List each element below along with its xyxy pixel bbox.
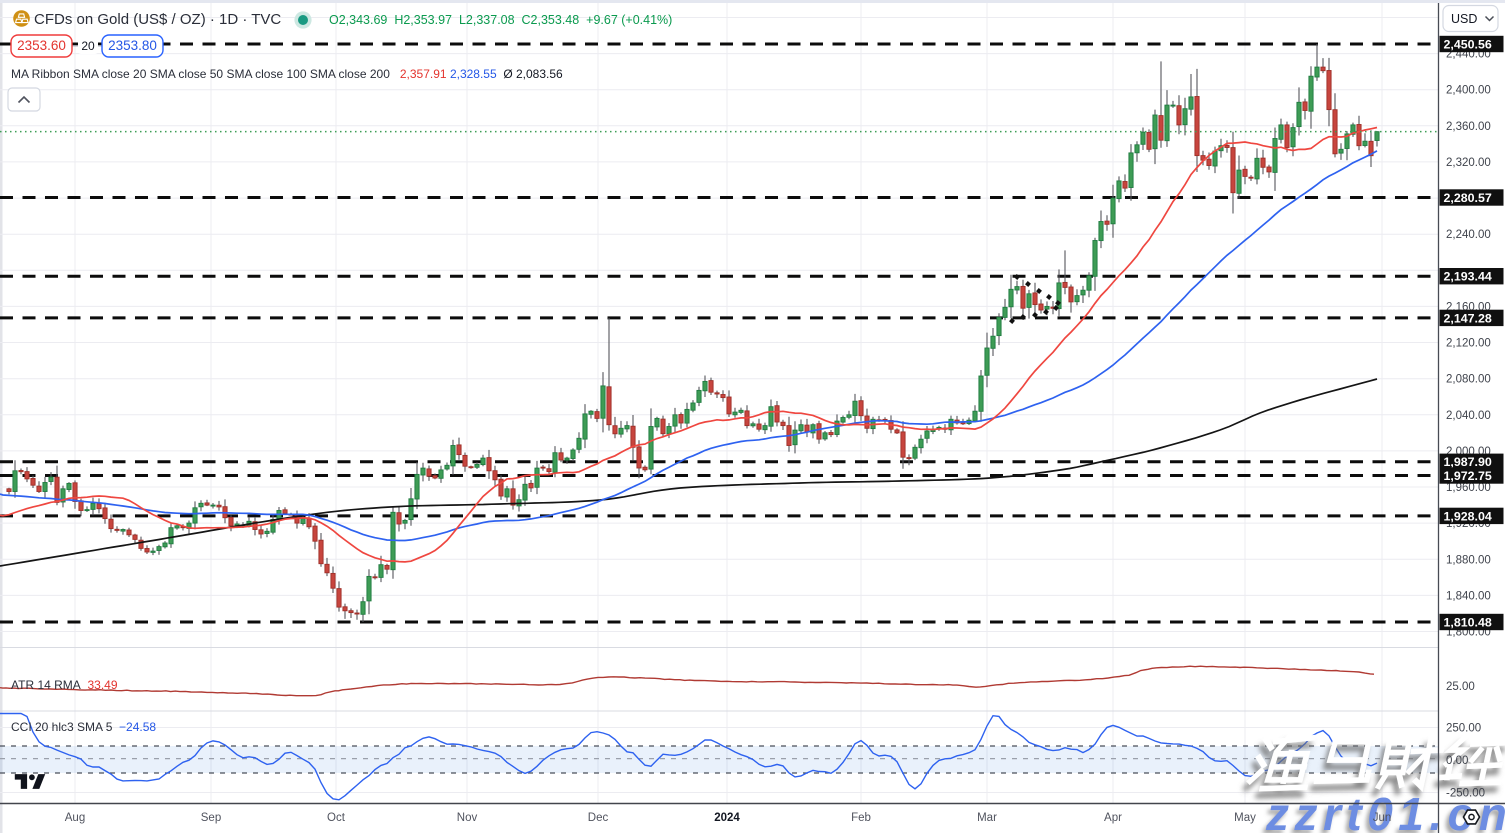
svg-text:1,840.00: 1,840.00: [1446, 590, 1491, 602]
svg-text:2353.80: 2353.80: [108, 38, 157, 53]
svg-text:-250.00: -250.00: [1446, 788, 1485, 800]
svg-text:20: 20: [81, 39, 95, 53]
svg-text:Feb: Feb: [851, 812, 871, 824]
svg-text:MA Ribbon SMA close 20 SMA clo: MA Ribbon SMA close 20 SMA close 50 SMA …: [11, 67, 563, 81]
svg-text:Mar: Mar: [977, 812, 997, 824]
svg-text:2,040.00: 2,040.00: [1446, 410, 1491, 422]
svg-text:1,972.75: 1,972.75: [1444, 469, 1492, 483]
svg-text:Oct: Oct: [327, 812, 346, 824]
svg-text:Jun: Jun: [1373, 812, 1392, 824]
svg-text:May: May: [1234, 812, 1256, 824]
svg-text:2,450.56: 2,450.56: [1444, 37, 1492, 51]
svg-text:2,280.57: 2,280.57: [1444, 191, 1492, 205]
svg-text:USD: USD: [1451, 12, 1477, 26]
svg-text:Apr: Apr: [1104, 812, 1122, 824]
svg-text:2353.60: 2353.60: [17, 38, 66, 53]
svg-text:Nov: Nov: [457, 812, 478, 824]
svg-text:2,080.00: 2,080.00: [1446, 374, 1491, 386]
svg-text:Dec: Dec: [588, 812, 609, 824]
svg-text:2,240.00: 2,240.00: [1446, 229, 1491, 241]
svg-text:2,320.00: 2,320.00: [1446, 157, 1491, 169]
svg-text:2024: 2024: [714, 812, 740, 824]
svg-text:1,880.00: 1,880.00: [1446, 554, 1491, 566]
svg-text:CFDs on Gold (US$ / OZ) · 1D ·: CFDs on Gold (US$ / OZ) · 1D · TVC: [34, 11, 281, 28]
svg-text:250.00: 250.00: [1446, 723, 1481, 735]
svg-text:Aug: Aug: [65, 812, 85, 824]
svg-text:1,810.48: 1,810.48: [1444, 615, 1492, 629]
svg-text:1,987.90: 1,987.90: [1444, 455, 1492, 469]
svg-text:2,360.00: 2,360.00: [1446, 121, 1491, 133]
svg-text:2,400.00: 2,400.00: [1446, 85, 1491, 97]
svg-text:2,147.28: 2,147.28: [1444, 311, 1492, 325]
svg-text:ATR 14 RMA 33.49: ATR 14 RMA 33.49: [11, 678, 118, 692]
svg-text:1,960.00: 1,960.00: [1446, 482, 1491, 494]
svg-text:CCI 20 hlc3 SMA 5 −24.58: CCI 20 hlc3 SMA 5 −24.58: [11, 720, 156, 734]
svg-text:1,928.04: 1,928.04: [1444, 509, 1492, 523]
svg-text:Sep: Sep: [201, 812, 221, 824]
svg-text:2,193.44: 2,193.44: [1444, 270, 1492, 284]
svg-text:25.00: 25.00: [1446, 681, 1475, 693]
svg-text:O2,343.69 H2,353.97 L2,337.0: O2,343.69 H2,353.97 L2,337.08 C2,353.48 …: [329, 13, 672, 27]
svg-text:2,120.00: 2,120.00: [1446, 338, 1491, 350]
svg-text:0.00: 0.00: [1446, 755, 1468, 767]
